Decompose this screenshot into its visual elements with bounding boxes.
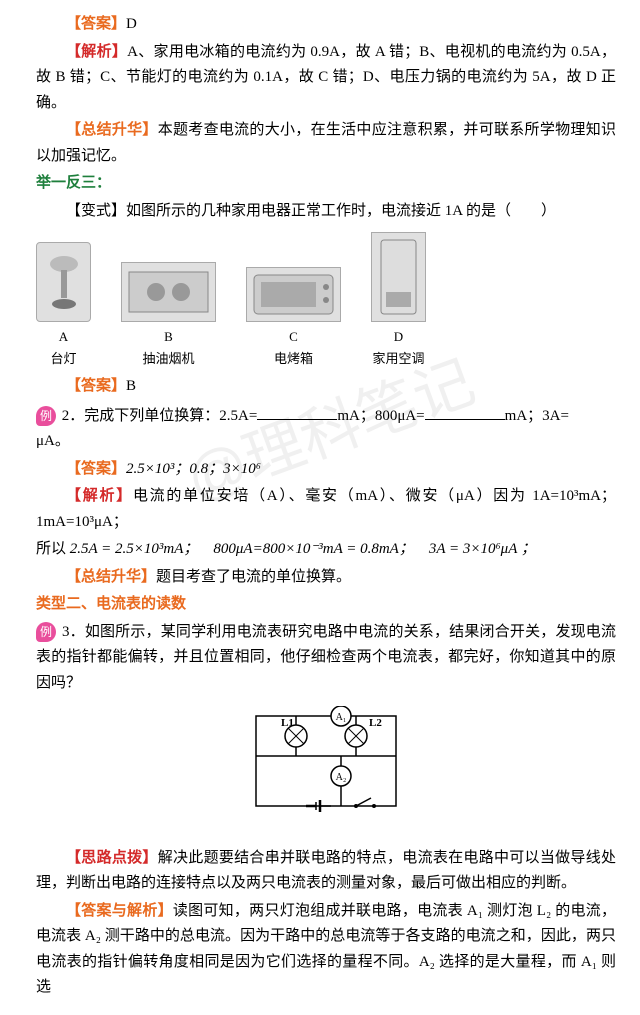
- option-b-letter: B: [164, 329, 173, 344]
- variation-text: 如图所示的几种家用电器正常工作时，电流接近 1A 的是（ ）: [126, 203, 556, 219]
- analysis2-prefix: 所以: [36, 541, 70, 557]
- option-a: A 台灯: [36, 242, 91, 370]
- ammeter-a2: A₂: [336, 772, 347, 783]
- document-content: 【答案】D 【解析】A、家用电冰箱的电流约为 0.9A，故 A 错；B、电视机的…: [36, 12, 616, 1001]
- blank-1: [257, 402, 337, 420]
- answer-label: 【答案】: [66, 16, 126, 32]
- summary-text-2: 题目考查了电流的单位换算。: [156, 569, 351, 585]
- type-heading-text: 类型二、电流表的读数: [36, 596, 186, 612]
- answer-label-2: 【答案】: [66, 378, 126, 394]
- answer-explain-block: 【答案与解析】读图可知，两只灯泡组成并联电路，电流表 A₁ 测灯泡 L₂ 的电流…: [36, 899, 616, 1001]
- example2-lead: 完成下列单位换算：2.5A=: [84, 408, 257, 424]
- analysis2-math: 2.5A = 2.5×10³mA； 800μA=800×10⁻³mA = 0.8…: [70, 541, 536, 557]
- example3-num: 3．: [62, 624, 85, 640]
- summary-block-2: 【总结升华】题目考查了电流的单位换算。: [36, 565, 616, 591]
- rangehood-icon: [121, 262, 216, 322]
- variation-block: 【变式】如图所示的几种家用电器正常工作时，电流接近 1A 的是（ ）: [36, 199, 616, 225]
- option-a-letter: A: [59, 329, 68, 344]
- answer-text-3: 2.5×10³；0.8；3×10⁶: [126, 461, 261, 477]
- example2-tail: μA。: [36, 433, 70, 449]
- summary-block-1: 【总结升华】本题考查电流的大小，在生活中应注意积累，并可联系所学物理知识以加强记…: [36, 118, 616, 169]
- ammeter-a1: A₁: [336, 712, 347, 723]
- circuit-diagram: A₁ L1 L2 A₂: [36, 706, 616, 836]
- option-d-caption: 家用空调: [372, 348, 424, 370]
- answer-text-2: B: [126, 378, 136, 394]
- hint-label: 【思路点拨】: [66, 850, 158, 866]
- example2-mid2: mA；3A=: [505, 408, 569, 424]
- example-3: 例 3．如图所示，某同学利用电流表研究电路中电流的关系，结果闭合开关，发现电流表…: [36, 620, 616, 697]
- option-c-caption: 电烤箱: [274, 348, 313, 370]
- answer-block-1: 【答案】D: [36, 12, 616, 38]
- option-d-letter: D: [394, 329, 403, 344]
- analysis-block-2b: 所以 2.5A = 2.5×10³mA； 800μA=800×10⁻³mA = …: [36, 537, 616, 563]
- answer-block-3: 【答案】2.5×10³；0.8；3×10⁶: [36, 457, 616, 483]
- answer-label-3: 【答案】: [66, 461, 126, 477]
- option-a-caption: 台灯: [50, 348, 76, 370]
- analysis-label-2: 【解析】: [66, 488, 133, 504]
- oven-icon: [246, 267, 341, 322]
- option-b: B 抽油烟机: [121, 262, 216, 370]
- extend-title-text: 举一反三：: [36, 175, 111, 191]
- hint-block: 【思路点拨】解决此题要结合串并联电路的特点，电流表在电路中可以当做导线处理，判断…: [36, 846, 616, 897]
- analysis-label: 【解析】: [66, 44, 127, 60]
- extend-title: 举一反三：: [36, 171, 616, 197]
- option-b-caption: 抽油烟机: [142, 348, 194, 370]
- option-row: A 台灯 B 抽油烟机 C 电烤箱 D 家用空调: [36, 232, 616, 370]
- variation-label: 【变式】: [66, 203, 126, 219]
- option-c: C 电烤箱: [246, 267, 341, 370]
- summary-label: 【总结升华】: [66, 122, 158, 138]
- bulb-l1: L1: [281, 717, 294, 729]
- type-heading: 类型二、电流表的读数: [36, 592, 616, 618]
- example-icon: 例: [36, 406, 56, 426]
- ansexp-label: 【答案与解析】: [66, 903, 173, 919]
- blank-2: [425, 402, 505, 420]
- example3-text: 如图所示，某同学利用电流表研究电路中电流的关系，结果闭合开关，发现电流表的指针都…: [36, 624, 616, 691]
- analysis-block-2: 【解析】电流的单位安培（A）、毫安（mA）、微安（μA）因为 1A=10³mA；…: [36, 484, 616, 535]
- example-2: 例 2．完成下列单位换算：2.5A= mA；800μA= mA；3A= μA。: [36, 402, 616, 455]
- example2-num: 2．: [62, 408, 85, 424]
- bulb-l2: L2: [369, 717, 382, 729]
- lamp-icon: [36, 242, 91, 322]
- example-icon-3: 例: [36, 622, 56, 642]
- analysis-block-1: 【解析】A、家用电冰箱的电流约为 0.9A，故 A 错；B、电视机的电流约为 0…: [36, 40, 616, 117]
- aircon-icon: [371, 232, 426, 322]
- answer-block-2: 【答案】B: [36, 374, 616, 400]
- example2-mid1: mA；800μA=: [337, 408, 424, 424]
- option-c-letter: C: [289, 329, 298, 344]
- answer-text: D: [126, 16, 137, 32]
- option-d: D 家用空调: [371, 232, 426, 370]
- summary-label-2: 【总结升华】: [66, 569, 156, 585]
